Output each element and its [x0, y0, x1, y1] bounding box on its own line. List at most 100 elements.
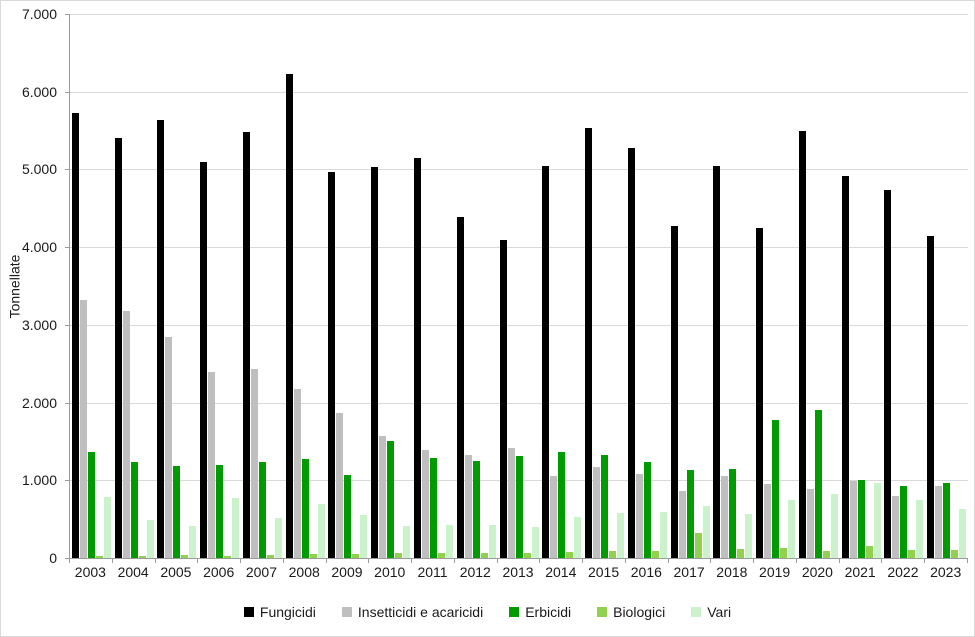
- year-group: [754, 14, 797, 558]
- bar-erbicidi: [515, 456, 523, 558]
- bar-biologici: [908, 550, 916, 558]
- legend-item: Erbicidi: [509, 604, 571, 620]
- bar-erbicidi: [857, 480, 865, 558]
- bar-fungicidi: [542, 166, 550, 558]
- y-tick-mark: [65, 91, 69, 93]
- bar-fungicidi: [756, 227, 764, 558]
- legend: Fungicidi Insetticidi e acaricidi Erbicidi…: [1, 604, 974, 620]
- bar-insetticidi-e-acaricidi: [721, 476, 729, 558]
- bar-vari: [317, 504, 325, 558]
- bar-erbicidi: [387, 440, 395, 558]
- bar-fungicidi: [798, 131, 806, 558]
- bar-fungicidi: [328, 171, 336, 558]
- x-tick-label: 2020: [801, 564, 833, 580]
- bar-biologici: [95, 556, 103, 558]
- x-tick-mark: [753, 559, 754, 563]
- x-tick-label: 2023: [930, 564, 962, 580]
- x-tick-mark: [283, 559, 284, 563]
- year-group: [925, 14, 968, 558]
- bar-fungicidi: [713, 165, 721, 558]
- bar-erbicidi: [216, 464, 224, 558]
- x-tick-mark: [539, 559, 540, 563]
- x-tick-mark: [967, 559, 968, 563]
- year-group: [583, 14, 626, 558]
- bar-insetticidi-e-acaricidi: [165, 336, 173, 558]
- legend-item: Insetticidi e acaricidi: [341, 604, 483, 620]
- bar-insetticidi-e-acaricidi: [250, 369, 258, 558]
- x-tick-label: 2009: [331, 564, 363, 580]
- x-tick-label: 2018: [716, 564, 748, 580]
- year-group: [669, 14, 712, 558]
- year-group: [498, 14, 541, 558]
- legend-swatch: [597, 607, 608, 617]
- bar-biologici: [865, 546, 873, 558]
- bar-insetticidi-e-acaricidi: [293, 388, 301, 558]
- x-tick-label: 2007: [245, 564, 278, 580]
- legend-item: Vari: [691, 604, 731, 620]
- bar-biologici: [438, 553, 445, 558]
- bar-insetticidi-e-acaricidi: [764, 484, 772, 558]
- bar-fungicidi: [285, 73, 293, 558]
- bar-fungicidi: [499, 240, 507, 558]
- year-group: [412, 14, 455, 558]
- bar-erbicidi: [814, 410, 822, 558]
- year-group: [840, 14, 883, 558]
- x-tick-mark: [112, 559, 113, 563]
- bar-vari: [830, 494, 838, 558]
- y-tick-label: 7.000: [21, 6, 57, 22]
- y-tick-label: 6.000: [21, 83, 57, 100]
- x-tick-label: 2011: [417, 564, 448, 580]
- x-tick-label: 2013: [502, 564, 534, 580]
- x-tick-label: 2005: [160, 564, 192, 580]
- bar-vari: [232, 498, 240, 558]
- bar-insetticidi-e-acaricidi: [507, 447, 515, 558]
- bar-fungicidi: [927, 235, 935, 558]
- x-tick-label: 2017: [673, 564, 705, 580]
- y-tick-mark: [65, 247, 69, 249]
- bar-vari: [103, 497, 111, 558]
- y-tick-label: 4.000: [21, 239, 57, 256]
- bar-insetticidi-e-acaricidi: [593, 467, 601, 558]
- x-tick-mark: [240, 559, 241, 563]
- bar-insetticidi-e-acaricidi: [464, 454, 472, 558]
- legend-label: Vari: [707, 604, 732, 620]
- x-tick-mark: [155, 559, 156, 563]
- bar-biologici: [309, 554, 317, 558]
- year-group: [797, 14, 840, 558]
- bar-vari: [745, 513, 753, 558]
- x-tick-mark: [69, 559, 70, 563]
- bar-erbicidi: [173, 466, 181, 558]
- bar-insetticidi-e-acaricidi: [379, 436, 387, 558]
- x-tick-mark: [839, 559, 840, 563]
- year-group: [369, 14, 412, 558]
- bar-fungicidi: [627, 148, 635, 558]
- bar-insetticidi-e-acaricidi: [422, 449, 429, 558]
- bar-erbicidi: [430, 457, 437, 558]
- bar-erbicidi: [87, 451, 95, 558]
- legend-swatch: [691, 607, 702, 617]
- x-tick-label: 2015: [587, 564, 620, 580]
- bar-fungicidi: [414, 157, 421, 558]
- bar-vari: [873, 482, 881, 558]
- bar-biologici: [523, 553, 531, 558]
- y-tick-label: 5.000: [21, 161, 57, 178]
- bar-biologici: [651, 551, 659, 558]
- bar-insetticidi-e-acaricidi: [678, 491, 686, 558]
- bar-vari: [274, 517, 282, 558]
- x-tick-mark: [197, 559, 198, 563]
- bar-vari: [574, 516, 582, 558]
- bar-insetticidi-e-acaricidi: [892, 495, 900, 558]
- bar-biologici: [138, 555, 146, 558]
- y-tick-mark: [65, 14, 69, 15]
- bar-fungicidi: [585, 128, 593, 558]
- x-tick-label: 2004: [117, 564, 149, 580]
- legend-label: Fungicidi: [259, 604, 316, 620]
- bar-insetticidi-e-acaricidi: [122, 310, 130, 558]
- y-tick-mark: [65, 480, 69, 482]
- x-tick-mark: [454, 559, 455, 563]
- bar-erbicidi: [301, 458, 309, 558]
- bar-erbicidi: [601, 454, 609, 558]
- year-group: [327, 14, 370, 558]
- bar-biologici: [780, 547, 788, 558]
- legend-swatch: [509, 607, 520, 617]
